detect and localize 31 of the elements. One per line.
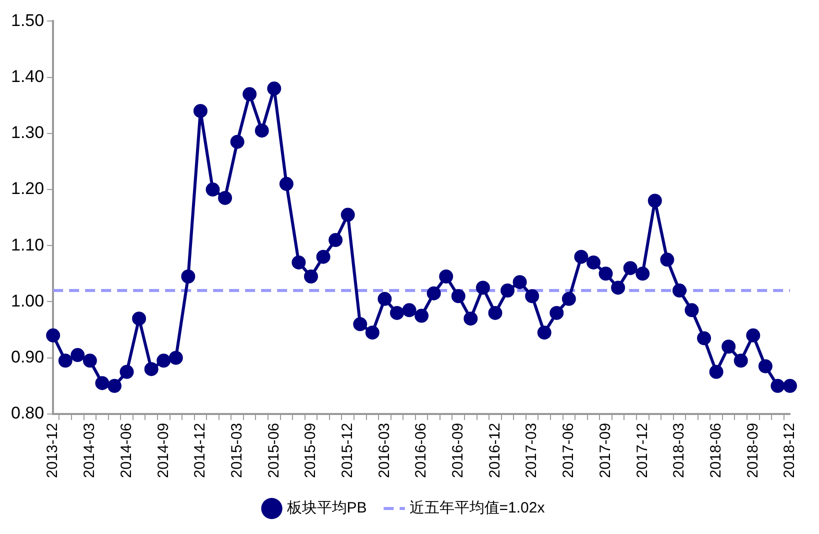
y-tick-label: 1.50 xyxy=(10,10,44,30)
x-tick-label: 2018-12 xyxy=(781,422,798,478)
x-tick-label: 2016-12 xyxy=(486,422,504,478)
y-tick-label: 0.80 xyxy=(10,404,44,423)
y-tick-label: 1.40 xyxy=(10,66,44,86)
x-tick-label: 2018-06 xyxy=(707,422,724,478)
x-tick-label: 2018-03 xyxy=(670,422,688,478)
x-tick-label: 2017-09 xyxy=(596,422,614,478)
x-tick-label: 2017-06 xyxy=(560,422,578,478)
y-tick-label: 1.20 xyxy=(10,179,44,198)
x-tick-label: 2014-12 xyxy=(192,422,209,478)
legend-label: 板块平均PB xyxy=(286,500,367,517)
x-tick-label: 2015-03 xyxy=(228,422,246,478)
x-tick-label: 2016-03 xyxy=(376,422,393,478)
x-tick-label: 2015-12 xyxy=(338,422,356,478)
x-tick-label: 2017-12 xyxy=(634,422,651,478)
y-tick-label: 1.00 xyxy=(10,291,44,310)
y-tick-label: 1.30 xyxy=(10,123,44,142)
x-tick-label: 2015-09 xyxy=(302,422,320,478)
y-tick-label: 0.90 xyxy=(10,348,44,367)
x-tick-label: 2014-09 xyxy=(154,422,172,478)
x-tick-label: 2014-03 xyxy=(81,422,98,478)
x-tick-label: 2015-06 xyxy=(265,422,282,478)
x-tick-label: 2014-06 xyxy=(118,422,135,478)
x-tick-label: 2017-03 xyxy=(523,422,540,478)
x-tick-label: 2018-09 xyxy=(744,422,762,478)
x-tick-label: 2016-09 xyxy=(450,422,467,478)
x-tick-label: 2016-06 xyxy=(412,422,430,478)
x-tick-label: 2013-12 xyxy=(44,422,62,478)
y-tick-label: 1.10 xyxy=(10,235,44,254)
legend-label: 近五年平均值=1.02x xyxy=(409,500,546,517)
